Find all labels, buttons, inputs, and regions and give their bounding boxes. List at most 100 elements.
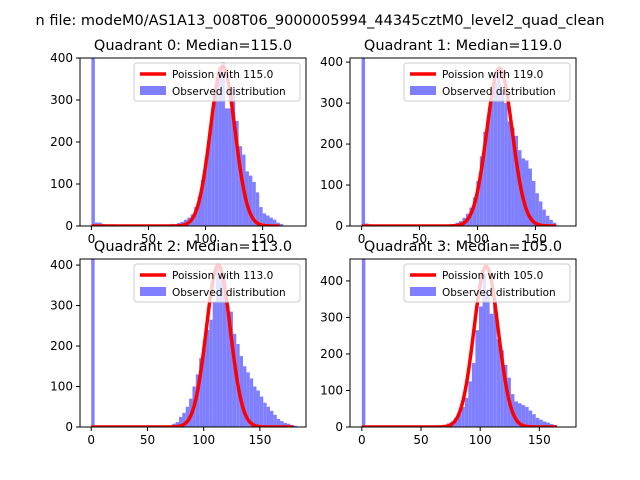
histogram-bar xyxy=(514,135,519,226)
histogram-bar xyxy=(91,58,95,226)
histogram-bar xyxy=(489,313,494,427)
histogram-bar xyxy=(185,406,190,427)
histogram-bar xyxy=(479,156,484,226)
y-tick-label: 300 xyxy=(50,299,73,313)
histogram-bar xyxy=(231,87,236,226)
histogram-bar xyxy=(243,366,247,427)
y-tick-label: 300 xyxy=(50,93,73,107)
histogram-bar xyxy=(235,121,239,226)
x-tick-label: 0 xyxy=(358,232,366,246)
y-tick-label: 200 xyxy=(50,339,73,353)
panel-2: 0 50 100 150 0 100 200 300 400 Poission with 113.… xyxy=(50,239,307,447)
histogram-bar xyxy=(539,419,543,427)
histogram-bar xyxy=(549,219,553,226)
histogram-bar xyxy=(361,259,366,427)
y-tick-label: 100 xyxy=(50,177,73,191)
histogram-bar xyxy=(518,403,522,427)
histogram-bar xyxy=(476,180,480,226)
histogram-bar xyxy=(246,372,250,427)
histogram-bar xyxy=(493,299,497,427)
histogram-bar xyxy=(256,390,260,427)
histogram-bar xyxy=(269,217,273,226)
legend-label-histogram: Observed distribution xyxy=(442,287,556,299)
histogram-bar xyxy=(542,421,547,427)
subplot-grid: 0 50 100 150 0 100 200 300 400 Poission with 115.… xyxy=(50,38,577,447)
y-tick-label: 300 xyxy=(320,310,343,324)
histogram-bar xyxy=(195,374,200,427)
legend: Poission with 119.0 Observed distribution xyxy=(403,62,571,102)
histogram-bar xyxy=(538,201,543,226)
poisson-curve xyxy=(361,264,558,427)
y-tick-label: 0 xyxy=(65,420,73,434)
histogram-bar xyxy=(279,223,284,226)
histogram-bar xyxy=(239,356,244,427)
legend-label-histogram: Observed distribution xyxy=(172,287,286,299)
histogram-bar xyxy=(222,275,227,427)
histogram-bar xyxy=(528,410,533,427)
histogram-bar xyxy=(532,414,536,427)
histogram-bar xyxy=(194,207,198,226)
histogram-bar xyxy=(528,168,532,226)
x-tick-label: 50 xyxy=(413,433,428,447)
histogram-bar xyxy=(471,363,476,427)
legend-swatch-histogram xyxy=(410,287,436,296)
panel-1: 0 50 100 150 0 100 200 300 400 Poission with 119.… xyxy=(320,38,577,246)
x-tick-label: 100 xyxy=(194,232,217,246)
histogram-bar xyxy=(259,207,263,226)
histogram-bar xyxy=(252,181,256,226)
histogram-bar xyxy=(200,179,205,226)
histogram-bar xyxy=(496,339,501,427)
legend: Poission with 115.0 Observed distribution xyxy=(133,62,301,102)
histogram-bar xyxy=(546,422,550,427)
histogram-bar xyxy=(253,386,257,427)
panel-0: 0 50 100 150 0 100 200 300 400 Poission with 115.… xyxy=(50,38,307,246)
legend-box xyxy=(133,263,301,303)
y-tick-label: 400 xyxy=(320,55,343,69)
histogram-bar xyxy=(262,213,267,226)
histogram-bar xyxy=(202,348,206,427)
histogram-bar xyxy=(361,58,366,226)
x-tick-label: 150 xyxy=(251,232,274,246)
x-tick-label: 100 xyxy=(192,433,215,447)
histogram-bar xyxy=(228,108,232,226)
histogram-bar xyxy=(204,158,208,226)
histogram-bar xyxy=(497,70,501,226)
legend-label-poisson: Poission with 105.0 xyxy=(442,270,543,282)
y-tick-label: 0 xyxy=(335,219,343,233)
histogram-bar xyxy=(224,108,229,226)
histogram-bar xyxy=(525,406,529,427)
x-tick-label: 0 xyxy=(88,232,96,246)
x-tick-label: 150 xyxy=(248,433,271,447)
panel-title: Quadrant 3: Median=105.0 xyxy=(364,239,562,255)
histogram-bar xyxy=(212,301,217,427)
histogram-bar xyxy=(249,378,254,427)
histogram-bar xyxy=(197,196,201,226)
y-tick-label: 200 xyxy=(50,135,73,149)
legend-label-histogram: Observed distribution xyxy=(442,86,556,98)
histogram-bar xyxy=(531,180,536,226)
histogram-bar xyxy=(503,364,508,427)
histogram-bar xyxy=(468,381,472,427)
histogram-bar xyxy=(482,273,487,427)
histogram-bar xyxy=(486,119,491,226)
histogram-bar xyxy=(263,402,267,427)
histogram-bar xyxy=(472,197,477,226)
histogram-bar xyxy=(464,397,469,427)
histogram-bar xyxy=(276,418,281,427)
histogram-bar xyxy=(178,416,183,427)
histogram-bar xyxy=(211,108,215,226)
histogram-bar xyxy=(535,193,539,226)
y-tick-label: 0 xyxy=(65,219,73,233)
histogram-bar xyxy=(182,412,186,427)
histogram-bar xyxy=(525,160,529,226)
legend-swatch-histogram xyxy=(140,86,166,95)
y-tick-label: 0 xyxy=(335,420,343,434)
histogram-bar xyxy=(478,306,483,427)
histogram-bar xyxy=(229,311,233,427)
x-tick-label: 0 xyxy=(87,433,95,447)
x-tick-label: 50 xyxy=(140,433,155,447)
y-tick-label: 300 xyxy=(320,96,343,110)
x-tick-label: 100 xyxy=(469,433,492,447)
histogram-bar xyxy=(226,305,230,427)
